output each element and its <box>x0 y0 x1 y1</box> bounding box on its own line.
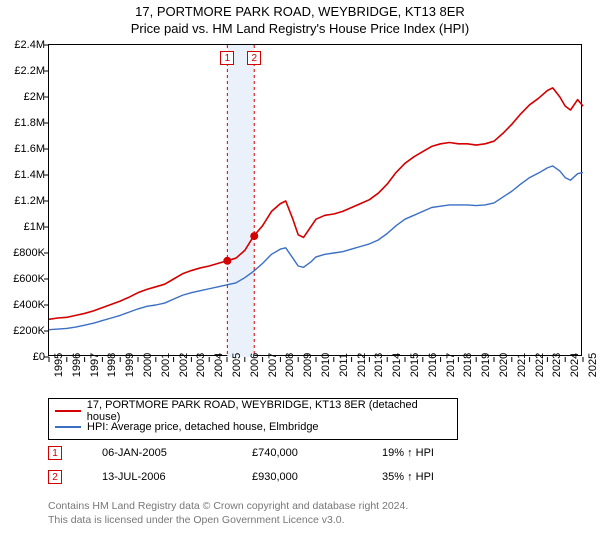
sales-row: 2 13-JUL-2006 £930,000 35% ↑ HPI <box>48 470 434 484</box>
x-tick-label: 2015 <box>409 353 421 377</box>
x-tick-label: 1999 <box>124 353 136 377</box>
x-tick-label: 2009 <box>302 353 314 377</box>
chart-plot-area: 1995199619971998199920002001200220032004… <box>48 44 582 356</box>
y-tick-label: £1M <box>1 221 45 233</box>
y-tick-label: £2.4M <box>1 39 45 51</box>
legend-swatch <box>55 426 81 428</box>
sales-row-price: £740,000 <box>252 447 342 459</box>
footer-attribution: Contains HM Land Registry data © Crown c… <box>48 500 408 527</box>
x-tick-label: 2004 <box>213 353 225 377</box>
sales-row-delta: 35% ↑ HPI <box>382 471 434 483</box>
x-tick-label: 2024 <box>569 353 581 377</box>
x-tick-label: 2021 <box>516 353 528 377</box>
series-hpi <box>49 166 583 330</box>
y-tick-label: £600K <box>1 273 45 285</box>
y-tick-label: £2M <box>1 91 45 103</box>
chart-subtitle: Price paid vs. HM Land Registry's House … <box>0 21 600 38</box>
series-price_paid <box>49 88 583 319</box>
y-tick-label: £0 <box>1 351 45 363</box>
sales-row-price: £930,000 <box>252 471 342 483</box>
sales-row-date: 13-JUL-2006 <box>102 471 212 483</box>
sales-row-marker: 1 <box>48 446 62 460</box>
sales-row-marker: 2 <box>48 470 62 484</box>
x-tick-label: 2012 <box>356 353 368 377</box>
x-tick-label: 2023 <box>551 353 563 377</box>
x-tick-label: 2022 <box>534 353 546 377</box>
y-tick-label: £1.4M <box>1 169 45 181</box>
x-tick-label: 2020 <box>498 353 510 377</box>
y-tick-label: £800K <box>1 247 45 259</box>
chart-legend: 17, PORTMORE PARK ROAD, WEYBRIDGE, KT13 … <box>48 398 458 440</box>
x-tick-label: 1995 <box>53 353 65 377</box>
x-tick-label: 2000 <box>142 353 154 377</box>
x-tick-label: 2005 <box>231 353 243 377</box>
sales-row-date: 06-JAN-2005 <box>102 447 212 459</box>
x-tick-label: 1998 <box>106 353 118 377</box>
x-tick-label: 1996 <box>71 353 83 377</box>
sale-marker-label: 1 <box>220 51 234 65</box>
x-tick-label: 2014 <box>391 353 403 377</box>
x-tick-label: 2002 <box>178 353 190 377</box>
y-tick-label: £200K <box>1 325 45 337</box>
x-tick-label: 2019 <box>480 353 492 377</box>
y-tick-label: £2.2M <box>1 65 45 77</box>
x-tick-label: 2007 <box>267 353 279 377</box>
x-tick-label: 2016 <box>427 353 439 377</box>
x-tick-label: 2006 <box>249 353 261 377</box>
x-tick-label: 2010 <box>320 353 332 377</box>
footer-line2: This data is licensed under the Open Gov… <box>48 514 408 528</box>
x-tick-label: 2001 <box>160 353 172 377</box>
chart-container: { "title": { "line1": "17, PORTMORE PARK… <box>0 0 600 560</box>
y-tick-label: £400K <box>1 299 45 311</box>
sale-marker-label: 2 <box>247 51 261 65</box>
x-tick-label: 2017 <box>445 353 457 377</box>
legend-swatch <box>55 410 81 412</box>
y-tick-label: £1.8M <box>1 117 45 129</box>
x-tick-label: 2008 <box>284 353 296 377</box>
x-tick-label: 2011 <box>338 353 350 377</box>
x-tick-label: 2018 <box>462 353 474 377</box>
x-tick-label: 1997 <box>89 353 101 377</box>
legend-label: HPI: Average price, detached house, Elmb… <box>87 421 319 433</box>
sales-row: 1 06-JAN-2005 £740,000 19% ↑ HPI <box>48 446 434 460</box>
footer-line1: Contains HM Land Registry data © Crown c… <box>48 500 408 514</box>
sale-marker-dot <box>223 257 231 265</box>
sale-marker-dot <box>250 232 258 240</box>
x-tick-label: 2013 <box>373 353 385 377</box>
x-tick-label: 2025 <box>587 353 599 377</box>
legend-item: 17, PORTMORE PARK ROAD, WEYBRIDGE, KT13 … <box>55 403 451 419</box>
sales-row-delta: 19% ↑ HPI <box>382 447 434 459</box>
x-tick-label: 2003 <box>195 353 207 377</box>
y-tick-label: £1.6M <box>1 143 45 155</box>
chart-title-address: 17, PORTMORE PARK ROAD, WEYBRIDGE, KT13 … <box>0 4 600 21</box>
legend-label: 17, PORTMORE PARK ROAD, WEYBRIDGE, KT13 … <box>87 399 451 423</box>
y-tick-label: £1.2M <box>1 195 45 207</box>
